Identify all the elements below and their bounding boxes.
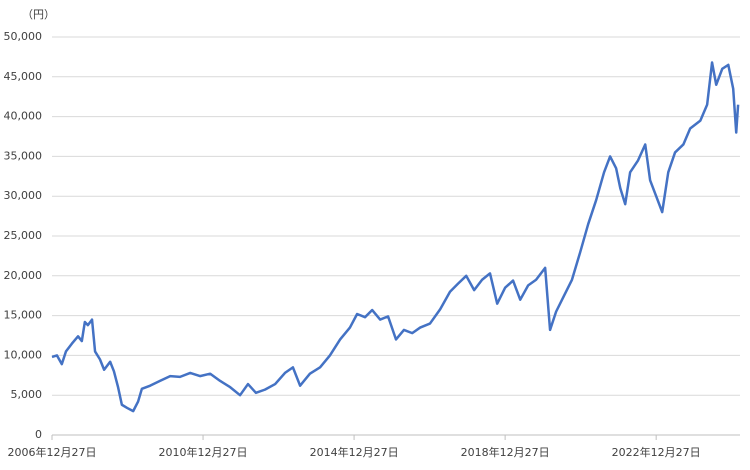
x-tick-label: 2022年12月27日: [612, 445, 701, 459]
y-tick-label: 40,000: [4, 110, 43, 123]
x-tick-label: 2006年12月27日: [8, 445, 97, 459]
y-tick-label: 35,000: [4, 149, 43, 162]
y-tick-label: 15,000: [4, 309, 43, 322]
x-tick-label: 2010年12月27日: [159, 445, 248, 459]
y-tick-label: 45,000: [4, 70, 43, 83]
y-tick-label: 50,000: [4, 30, 43, 43]
y-tick-label: 30,000: [4, 189, 43, 202]
y-tick-label: 10,000: [4, 348, 43, 361]
y-tick-label: 20,000: [4, 269, 43, 282]
y-tick-label: 5,000: [11, 388, 43, 401]
x-tick-label: 2018年12月27日: [461, 445, 550, 459]
y-tick-label: 25,000: [4, 229, 43, 242]
data-line: [51, 61, 740, 413]
y-unit-label: （円）: [22, 8, 55, 21]
x-tick-label: 2014年12月27日: [310, 445, 399, 459]
y-tick-label: 0: [35, 428, 42, 441]
